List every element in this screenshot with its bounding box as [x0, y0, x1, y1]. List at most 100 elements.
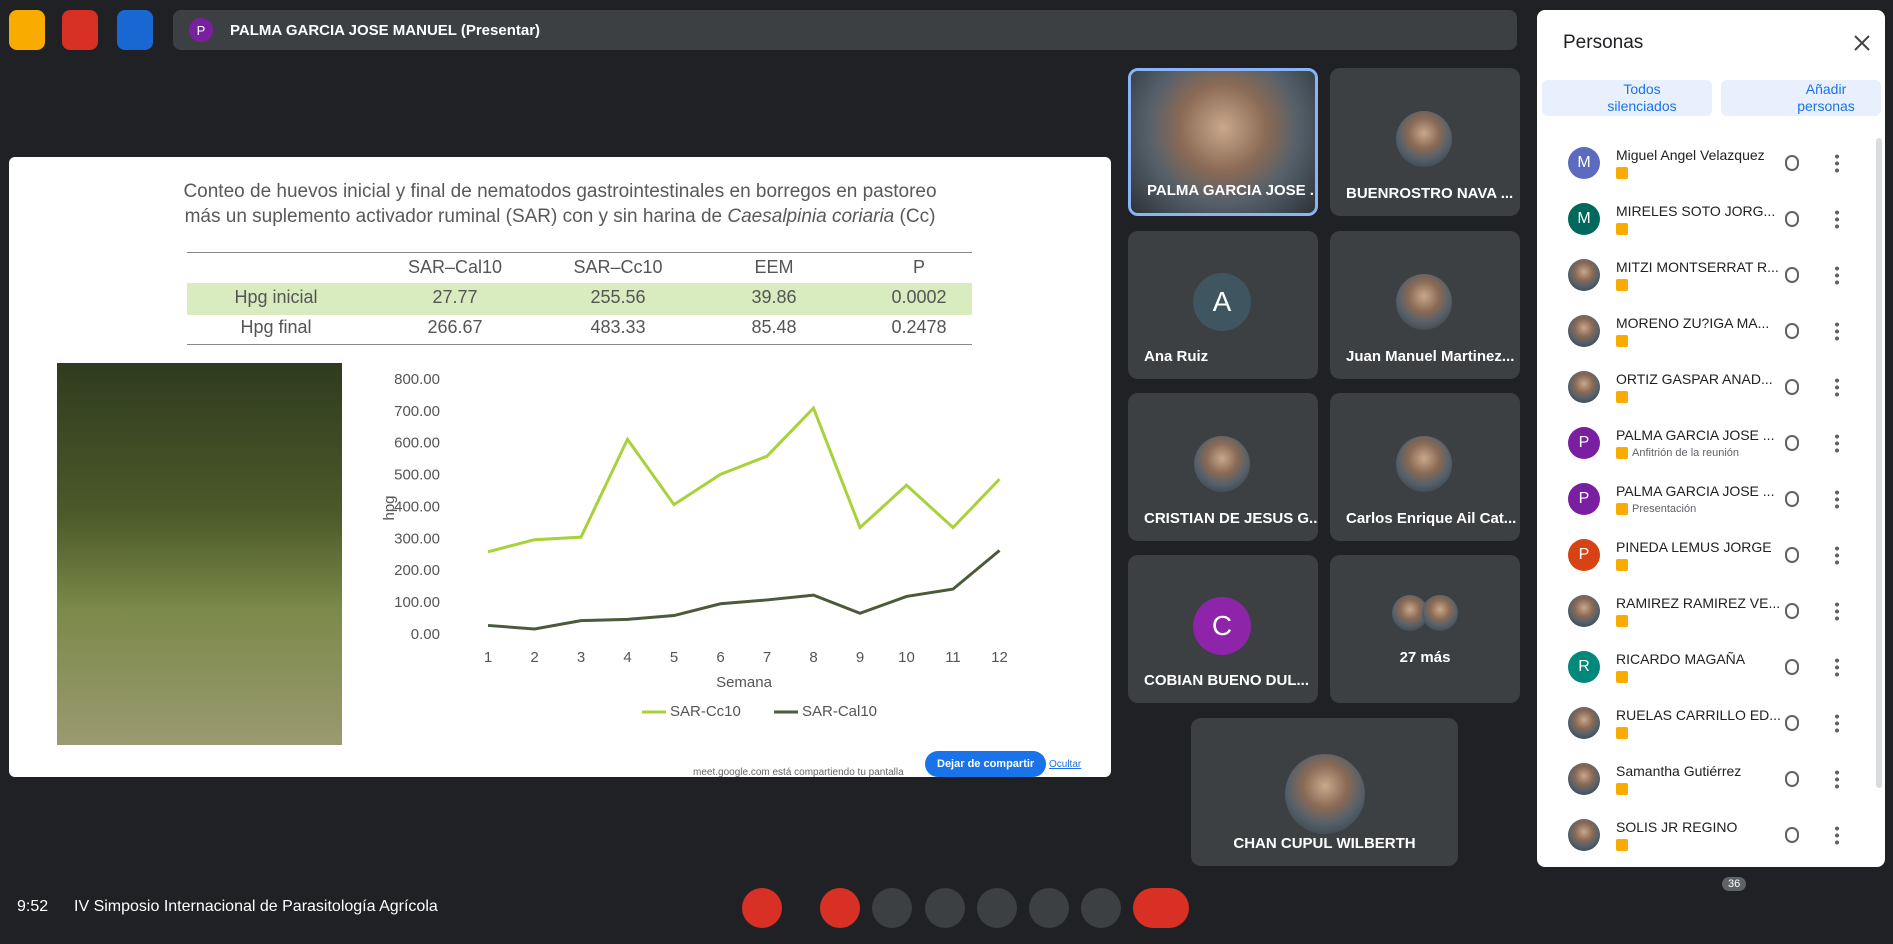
participant-tile: CHAN CUPUL WILBERTH [1191, 718, 1458, 866]
avatar [1396, 436, 1452, 492]
mute-icon [1785, 155, 1799, 171]
icon-button[interactable] [9, 10, 45, 50]
camera-button[interactable] [820, 888, 860, 928]
participant-name: CHAN CUPUL WILBERTH [1233, 835, 1416, 852]
series-line [487, 549, 1001, 631]
menu-button[interactable] [1835, 545, 1839, 565]
avatar [1285, 754, 1365, 834]
badge [1616, 559, 1628, 571]
x-tick-label: 8 [809, 649, 817, 666]
legend-label: SAR-Cal10 [802, 703, 877, 720]
captions-button[interactable] [872, 888, 912, 928]
mute-icon [1785, 491, 1799, 507]
whiteboard-button[interactable] [117, 10, 153, 50]
participant-tile: BUENROSTRO NAVA ... [1330, 68, 1520, 216]
y-tick-label: 200.00 [394, 562, 440, 579]
mute-all-button[interactable]: Todos silenciados [1542, 80, 1712, 116]
menu-button[interactable] [1835, 153, 1839, 173]
table-header: P [912, 257, 925, 277]
participant-name: RAMIREZ RAMIREZ VE... [1616, 595, 1781, 611]
scrollbar[interactable] [1876, 138, 1882, 788]
x-tick-label: 7 [763, 649, 771, 666]
menu-button[interactable] [1835, 713, 1839, 733]
badge [1616, 335, 1628, 347]
avatar [1194, 436, 1250, 492]
table-cell: 483.33 [590, 317, 646, 337]
participant-tile: Juan Manuel Martinez... [1330, 231, 1520, 379]
avatar: M [1568, 147, 1600, 179]
menu-button[interactable] [1835, 433, 1839, 453]
text: (Cc) [894, 206, 936, 227]
participant-name: MORENO ZU?IGA MA... [1616, 315, 1770, 331]
participant-row: M MIRELES SOTO JORG... [1537, 193, 1873, 249]
participant-row: MITZI MONTSERRAT R... [1537, 249, 1873, 305]
participant-tile: CRISTIAN DE JESUS G... [1128, 393, 1318, 541]
video [1131, 71, 1315, 213]
avatar [1396, 111, 1452, 167]
menu-button[interactable] [1835, 209, 1839, 229]
mute-icon [1785, 603, 1799, 619]
avatar [1568, 763, 1600, 795]
present-button[interactable] [977, 888, 1017, 928]
avatar: A [1193, 273, 1251, 331]
menu-button[interactable] [1835, 657, 1839, 677]
menu-button[interactable] [1835, 489, 1839, 509]
chart: 0.00 100.00 200.00 300.00 400.00 500.00 600.00… [381, 371, 1008, 720]
title-line: Conteo de huevos inicial y final de nema… [183, 181, 937, 202]
y-tick-label: 800.00 [394, 371, 440, 388]
record-button[interactable] [62, 10, 98, 50]
participant-name: MITZI MONTSERRAT R... [1616, 259, 1779, 275]
mute-icon [1785, 827, 1799, 843]
participant-row: P PINEDA LEMUS JORGE [1537, 529, 1873, 585]
x-axis-label: Semana [716, 674, 773, 691]
meeting-name: IV Simposio Internacional de Parasitolog… [74, 898, 438, 915]
leave-button[interactable] [1133, 888, 1189, 928]
menu-button[interactable] [1835, 265, 1839, 285]
participant-name: PALMA GARCIA JOSE ... [1616, 427, 1775, 443]
participant-name: PALMA GARCIA JOSE ... [1616, 483, 1775, 499]
more-button[interactable] [1081, 888, 1121, 928]
participant-name: SOLIS JR REGINO [1616, 819, 1738, 835]
x-tick-label: 4 [623, 649, 631, 666]
avatar: P [189, 18, 213, 42]
reactions-button[interactable] [925, 888, 965, 928]
mute-icon [1785, 211, 1799, 227]
badge [1616, 727, 1628, 739]
avatar [1568, 595, 1600, 627]
stop-share-button[interactable]: Dejar de compartir [925, 751, 1047, 777]
badge [1616, 783, 1628, 795]
participant-row: SOLIS JR REGINO [1537, 809, 1873, 865]
menu-button[interactable] [1835, 825, 1839, 845]
avatar [1422, 595, 1458, 631]
badge [1616, 279, 1628, 291]
avatar [1568, 315, 1600, 347]
table-cell: 0.0002 [891, 287, 947, 307]
table-header: SAR–Cal10 [407, 257, 503, 277]
more-tile: 27 más [1330, 555, 1520, 703]
mic-button[interactable] [742, 888, 782, 928]
x-tick-label: 11 [945, 649, 961, 666]
table-cell: 27.77 [432, 287, 478, 307]
menu-button[interactable] [1835, 601, 1839, 621]
hide-link[interactable]: Ocultar [1049, 759, 1082, 770]
table-cell: 39.86 [751, 287, 797, 307]
hand-button[interactable] [1029, 888, 1069, 928]
button-label: Añadir personas [1797, 81, 1855, 114]
mute-icon [1785, 771, 1799, 787]
badge [1616, 839, 1628, 851]
menu-button[interactable] [1835, 377, 1839, 397]
presenter-bar[interactable]: P PALMA GARCIA JOSE MANUEL (Presentar) [173, 10, 1517, 50]
mute-icon [1785, 379, 1799, 395]
participant-name: Samantha Gutiérrez [1616, 763, 1742, 779]
x-tick-label: 1 [484, 649, 492, 666]
clock: 9:52 [17, 898, 49, 915]
participant-name: Miguel Angel Velazquez [1616, 147, 1765, 163]
badge [1616, 447, 1628, 459]
add-people-button[interactable]: Añadir personas [1721, 80, 1881, 116]
table-cell: Hpg inicial [234, 287, 318, 307]
menu-button[interactable] [1835, 769, 1839, 789]
menu-button[interactable] [1835, 321, 1839, 341]
close-button[interactable] [1853, 34, 1871, 52]
participant-tile: A Ana Ruiz [1128, 231, 1318, 379]
participant-name: Juan Manuel Martinez... [1346, 348, 1515, 365]
